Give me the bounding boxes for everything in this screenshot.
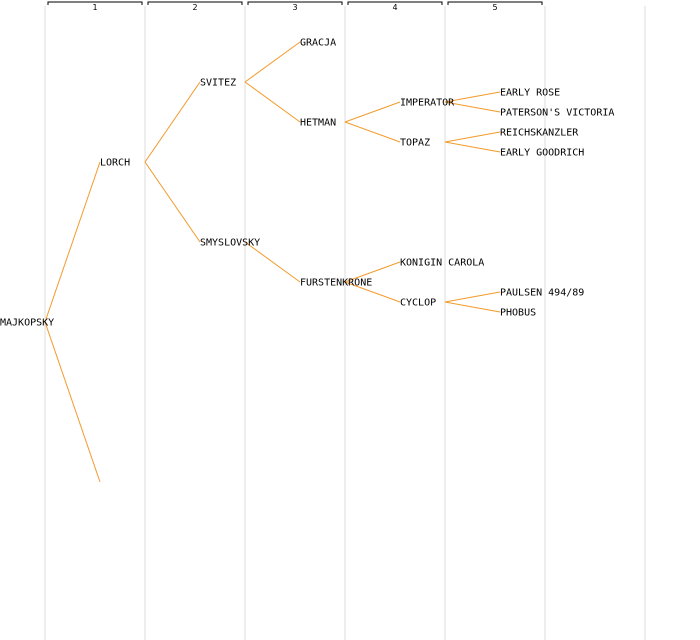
generation-headers: 1 2 3 4 5 [47, 1, 543, 12]
generation-bracket [247, 1, 343, 5]
pedigree-edge [44, 321, 101, 483]
pedigree-node-gen-5: EARLY GOODRICH [500, 148, 584, 159]
pedigree-edge [244, 41, 301, 83]
pedigree-labels: MAJKOPSKY LORCH SVITEZ GRACJA HETMAN IMPERATO… [0, 38, 614, 329]
pedigree-node-gen-2: SVITEZ [200, 78, 236, 89]
pedigree-edge [344, 101, 401, 123]
pedigree-edge [244, 241, 301, 283]
pedigree-node-gen-5: PATERSON'S VICTORIA [500, 108, 614, 119]
pedigree-node-gen-5: PHOBUS [500, 308, 536, 319]
pedigree-node-gen-4: IMPERATOR [400, 98, 455, 109]
pedigree-node-gen-3: FURSTENKRONE [300, 278, 372, 289]
pedigree-node-gen-4: KONIGIN CAROLA [400, 258, 484, 269]
pedigree-node-gen-0: MAJKOPSKY [0, 318, 54, 329]
pedigree-node-gen-4: CYCLOP [400, 298, 436, 309]
pedigree-node-gen-2: SMYSLOVSKY [200, 238, 260, 249]
pedigree-node-gen-4: TOPAZ [400, 138, 430, 149]
pedigree-edge [244, 81, 301, 123]
pedigree-edges [44, 41, 501, 483]
pedigree-node-gen-3: HETMAN [300, 118, 336, 129]
generation-number: 2 [192, 3, 197, 12]
pedigree-edge [444, 141, 501, 153]
pedigree-edge [444, 131, 501, 143]
column-dividers [44, 6, 646, 640]
generation-bracket [447, 1, 543, 5]
pedigree-node-gen-3: GRACJA [300, 38, 336, 49]
pedigree-edge [44, 161, 101, 323]
pedigree-edge [144, 161, 201, 243]
generation-number: 3 [292, 3, 297, 12]
generation-bracket [147, 1, 243, 5]
pedigree-edge [444, 101, 501, 113]
pedigree-node-gen-5: EARLY ROSE [500, 88, 560, 99]
pedigree-node-gen-5: REICHSKANZLER [500, 128, 579, 139]
pedigree-node-gen-5: PAULSEN 494/89 [500, 288, 584, 299]
pedigree-edge [444, 301, 501, 313]
generation-bracket [347, 1, 443, 5]
generation-number: 5 [492, 3, 497, 12]
pedigree-edge [444, 291, 501, 303]
pedigree-edge [344, 281, 401, 303]
generation-bracket [47, 1, 143, 5]
pedigree-edge [344, 261, 401, 283]
pedigree-edge [344, 121, 401, 143]
pedigree-edge [144, 81, 201, 163]
pedigree-edge [444, 91, 501, 103]
generation-number: 1 [92, 3, 97, 12]
pedigree-node-gen-1: LORCH [100, 158, 130, 169]
generation-number: 4 [392, 3, 397, 12]
